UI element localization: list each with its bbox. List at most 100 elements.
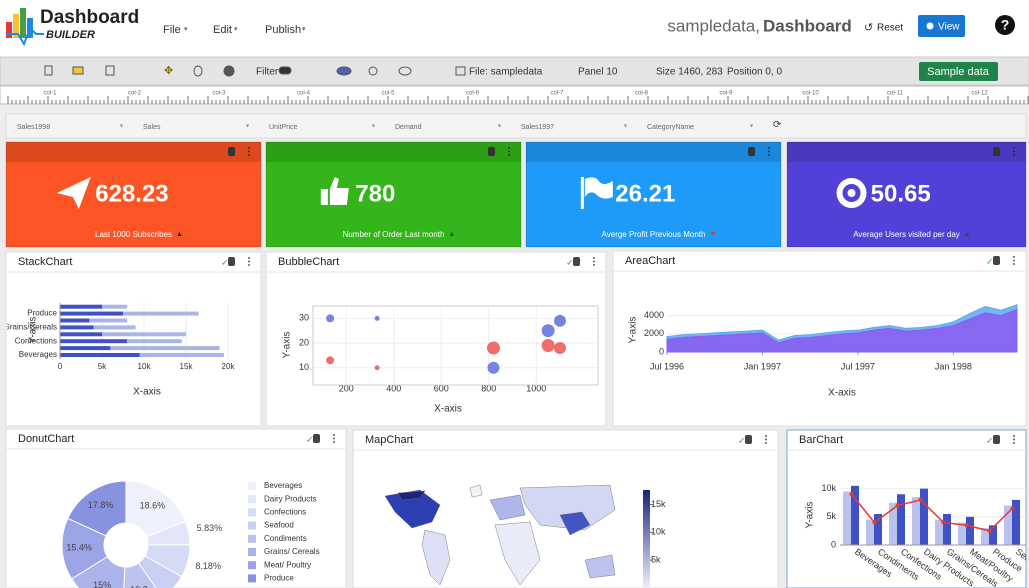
db-icon xyxy=(573,257,580,266)
y-tick-label: 2000 xyxy=(644,328,664,338)
panel xyxy=(5,251,262,427)
kpi-caption: Average Users visited per day xyxy=(853,230,960,239)
country xyxy=(559,511,591,536)
bubble xyxy=(541,324,555,338)
bubble xyxy=(326,314,335,323)
position-label: Position 0, 0 xyxy=(727,67,782,78)
legend-swatch xyxy=(248,534,256,543)
kpi-card xyxy=(5,141,262,248)
panel-title: DonutChart xyxy=(18,433,74,445)
sample-data-label[interactable]: Sample data xyxy=(927,66,990,78)
ruler-label: col-1 xyxy=(43,91,57,97)
ruler-label: col-10 xyxy=(802,91,819,97)
db-icon xyxy=(313,434,320,443)
donut: 18.6%5.83%8.18%6.89%10.315%15.4%17.8% xyxy=(61,480,222,588)
menu-edit[interactable]: Edit xyxy=(213,24,232,36)
page-title: sampledata, xyxy=(667,16,760,35)
bar-segment xyxy=(110,346,220,351)
ruler-label: col-4 xyxy=(297,91,311,97)
filter-toggle[interactable]: Filter xyxy=(256,67,279,78)
sample-data-button[interactable] xyxy=(919,62,998,81)
view-button[interactable] xyxy=(918,15,965,37)
bar-segment xyxy=(93,325,136,330)
svg-text:✥: ✥ xyxy=(164,65,173,77)
bubble xyxy=(541,339,555,352)
bar-segment xyxy=(139,353,224,357)
bar-segment xyxy=(60,325,94,330)
x-tick-label: 600 xyxy=(434,383,449,393)
reset-button[interactable]: Reset xyxy=(877,23,903,34)
x-tick-label: Jul 1996 xyxy=(650,361,684,371)
check-icon: ✓ xyxy=(221,257,229,267)
logo-text: Dashboard xyxy=(40,7,139,28)
bar-segment xyxy=(60,332,102,337)
menu-dots: ⋮ xyxy=(244,147,254,158)
x-tick-label: Jan 1998 xyxy=(935,361,972,371)
help-icon[interactable] xyxy=(995,15,1015,35)
ruler-ticks: col-1 col-2 col-3 col-4 col-5 col-6 col-7 col-8… xyxy=(7,91,1029,104)
bar-segment xyxy=(89,318,128,323)
refresh-icon[interactable]: ⟳ xyxy=(773,120,782,131)
y-tick-label: 10k xyxy=(821,483,836,493)
bar xyxy=(851,485,859,545)
country xyxy=(584,554,616,579)
line-point xyxy=(941,520,946,525)
country xyxy=(489,494,526,521)
plot-frame xyxy=(312,305,599,386)
bar xyxy=(874,514,882,545)
bar xyxy=(989,525,997,545)
bar xyxy=(889,502,897,545)
kpi-header xyxy=(787,142,1026,162)
kpi-header xyxy=(266,142,521,162)
kpi-icon xyxy=(56,177,91,209)
y-tick-label: 5k xyxy=(826,511,836,521)
bar-segment xyxy=(60,339,128,344)
db-icon xyxy=(993,147,1000,156)
bar xyxy=(958,522,966,545)
y-tick-label: Beverages xyxy=(19,350,57,359)
plane xyxy=(56,177,91,209)
db-icon xyxy=(993,256,1000,265)
line-point xyxy=(987,528,992,533)
bar-segment xyxy=(60,346,111,351)
bubble xyxy=(487,361,500,374)
bar xyxy=(1004,505,1012,545)
x-tick-label: 0 xyxy=(58,362,63,371)
menu-dots: ⋮ xyxy=(1009,256,1019,267)
panel-title: AreaChart xyxy=(625,255,675,267)
bar-segment xyxy=(102,332,186,337)
y-tick-label: Produce xyxy=(27,309,57,318)
filter-caret: ▾ xyxy=(750,124,753,130)
bar-segment xyxy=(60,304,102,309)
legend-label: Dairy Products xyxy=(264,494,316,503)
db-icon xyxy=(748,147,755,156)
kpi-card xyxy=(265,141,522,248)
panel xyxy=(786,429,1027,588)
target xyxy=(847,189,856,197)
y-axis-label: Y-axis xyxy=(805,502,816,529)
help-label[interactable]: ? xyxy=(1001,17,1010,33)
menu-dots: ⋮ xyxy=(1009,147,1019,158)
filter-caret: ▾ xyxy=(120,124,123,130)
legend-label: Produce xyxy=(264,574,294,583)
menu-publish[interactable]: Publish xyxy=(265,24,301,36)
x-axis-label: X-axis xyxy=(828,388,856,399)
menu-file[interactable]: File xyxy=(163,24,181,36)
bubble xyxy=(326,356,335,365)
kpi-icon xyxy=(836,178,867,208)
filter-field: Sales1998 xyxy=(17,124,50,131)
country xyxy=(397,490,426,501)
filter-field: UnitPrice xyxy=(269,124,298,131)
panels: Sales1998 ▾ Sales ▾ UnitPrice ▾ Demand ▾ Sales19… xyxy=(5,124,1027,588)
legend-label: Seafood xyxy=(264,521,294,530)
bar xyxy=(966,516,974,545)
y-tick-label: 20 xyxy=(299,337,309,347)
colorbar xyxy=(643,490,650,588)
view-label[interactable]: View xyxy=(938,22,960,33)
legend-label: Beverages xyxy=(264,481,302,490)
panel-title: MapChart xyxy=(365,434,413,446)
kpi-value: 628.23 xyxy=(95,180,168,207)
legend-swatch xyxy=(248,521,256,530)
line-point xyxy=(918,497,923,502)
